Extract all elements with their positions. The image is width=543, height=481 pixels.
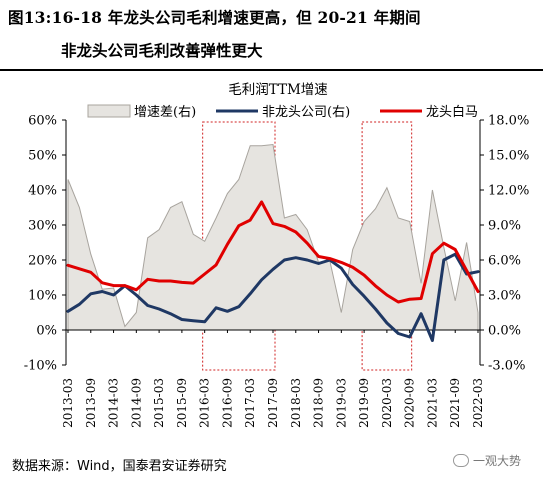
left-tick-label: 30% (28, 219, 57, 234)
gross-profit-growth-chart: -10% 0% 10% 20% 30% 40% 50% 60% -3.0% 0.0% 3.0% 6.0… (24, 82, 530, 428)
left-tick-label: 0% (36, 324, 57, 339)
chart-title: 毛利润TTM增速 (228, 82, 328, 98)
x-tick-label: 2018-03 (289, 378, 303, 428)
x-tick-label: 2014-09 (129, 378, 143, 428)
figure-title: 图13:16-18 年龙头公司毛利增速更高，但 20-21 年期间 非龙头公司毛… (8, 6, 538, 68)
watermark: 一观大势 (453, 452, 521, 469)
axes: -10% 0% 10% 20% 30% 40% 50% 60% -3.0% 0.0% 3.0% 6.0… (24, 114, 530, 428)
x-tick-label: 2013-09 (84, 378, 98, 428)
watermark-text: 一观大势 (473, 454, 522, 468)
x-tick-label: 2015-09 (175, 378, 189, 428)
x-tick-label: 2017-03 (243, 378, 257, 428)
legend-label-non-leader: 非龙头公司(右) (262, 105, 350, 120)
figure-title-line2: 非龙头公司毛利改善弹性更大 (61, 41, 263, 60)
right-tick-label: 9.0% (488, 219, 521, 234)
x-tick-label: 2018-09 (312, 378, 326, 428)
x-tick-label: 2016-09 (220, 378, 234, 428)
line-series-leader (66, 200, 480, 304)
title-divider (0, 69, 543, 71)
legend-label-growth-gap: 增速差(右) (134, 105, 196, 120)
x-tick-label: 2019-09 (357, 378, 371, 428)
x-tick-label: 2014-03 (107, 378, 121, 428)
right-tick-label: 18.0% (488, 114, 529, 129)
left-tick-label: 10% (28, 289, 57, 304)
x-tick-label: 2019-03 (334, 378, 348, 428)
left-tick-label: 60% (28, 114, 57, 129)
left-tick-label: 40% (28, 184, 57, 199)
chat-bubble-icon (453, 454, 469, 467)
x-tick-label: 2020-03 (380, 378, 394, 428)
x-tick-label: 2020-09 (403, 378, 417, 428)
legend-label-leader: 龙头白马 (426, 104, 478, 120)
left-tick-label: -10% (24, 359, 57, 374)
legend: 增速差(右) 非龙头公司(右) 龙头白马 (87, 104, 478, 120)
right-tick-label: 3.0% (488, 289, 521, 304)
right-tick-label: 6.0% (488, 254, 521, 269)
source-note: 数据来源：Wind，国泰君安证券研究 (12, 459, 227, 474)
left-tick-label: 50% (28, 149, 57, 164)
area-series-growth-gap (67, 143, 479, 331)
right-tick-label: 12.0% (488, 184, 529, 199)
line-series (66, 200, 480, 342)
x-tick-label: 2017-09 (266, 378, 280, 428)
figure-title-line1: 图13:16-18 年龙头公司毛利增速更高，但 20-21 年期间 (8, 8, 421, 27)
left-tick-label: 20% (28, 254, 57, 269)
x-tick-label: 2013-03 (61, 378, 75, 428)
right-tick-label: -3.0% (488, 359, 525, 374)
right-tick-label: 0.0% (488, 324, 521, 339)
x-tick-label: 2016-03 (198, 378, 212, 428)
area-series (67, 143, 479, 331)
legend-swatch-growth-gap (87, 104, 131, 118)
right-tick-label: 15.0% (488, 149, 529, 164)
x-tick-label: 2021-03 (425, 378, 439, 428)
x-tick-label: 2021-09 (448, 378, 462, 428)
line-series-non-leader (66, 252, 480, 342)
x-tick-label: 2015-03 (152, 378, 166, 428)
x-tick-label: 2022-03 (471, 378, 485, 428)
